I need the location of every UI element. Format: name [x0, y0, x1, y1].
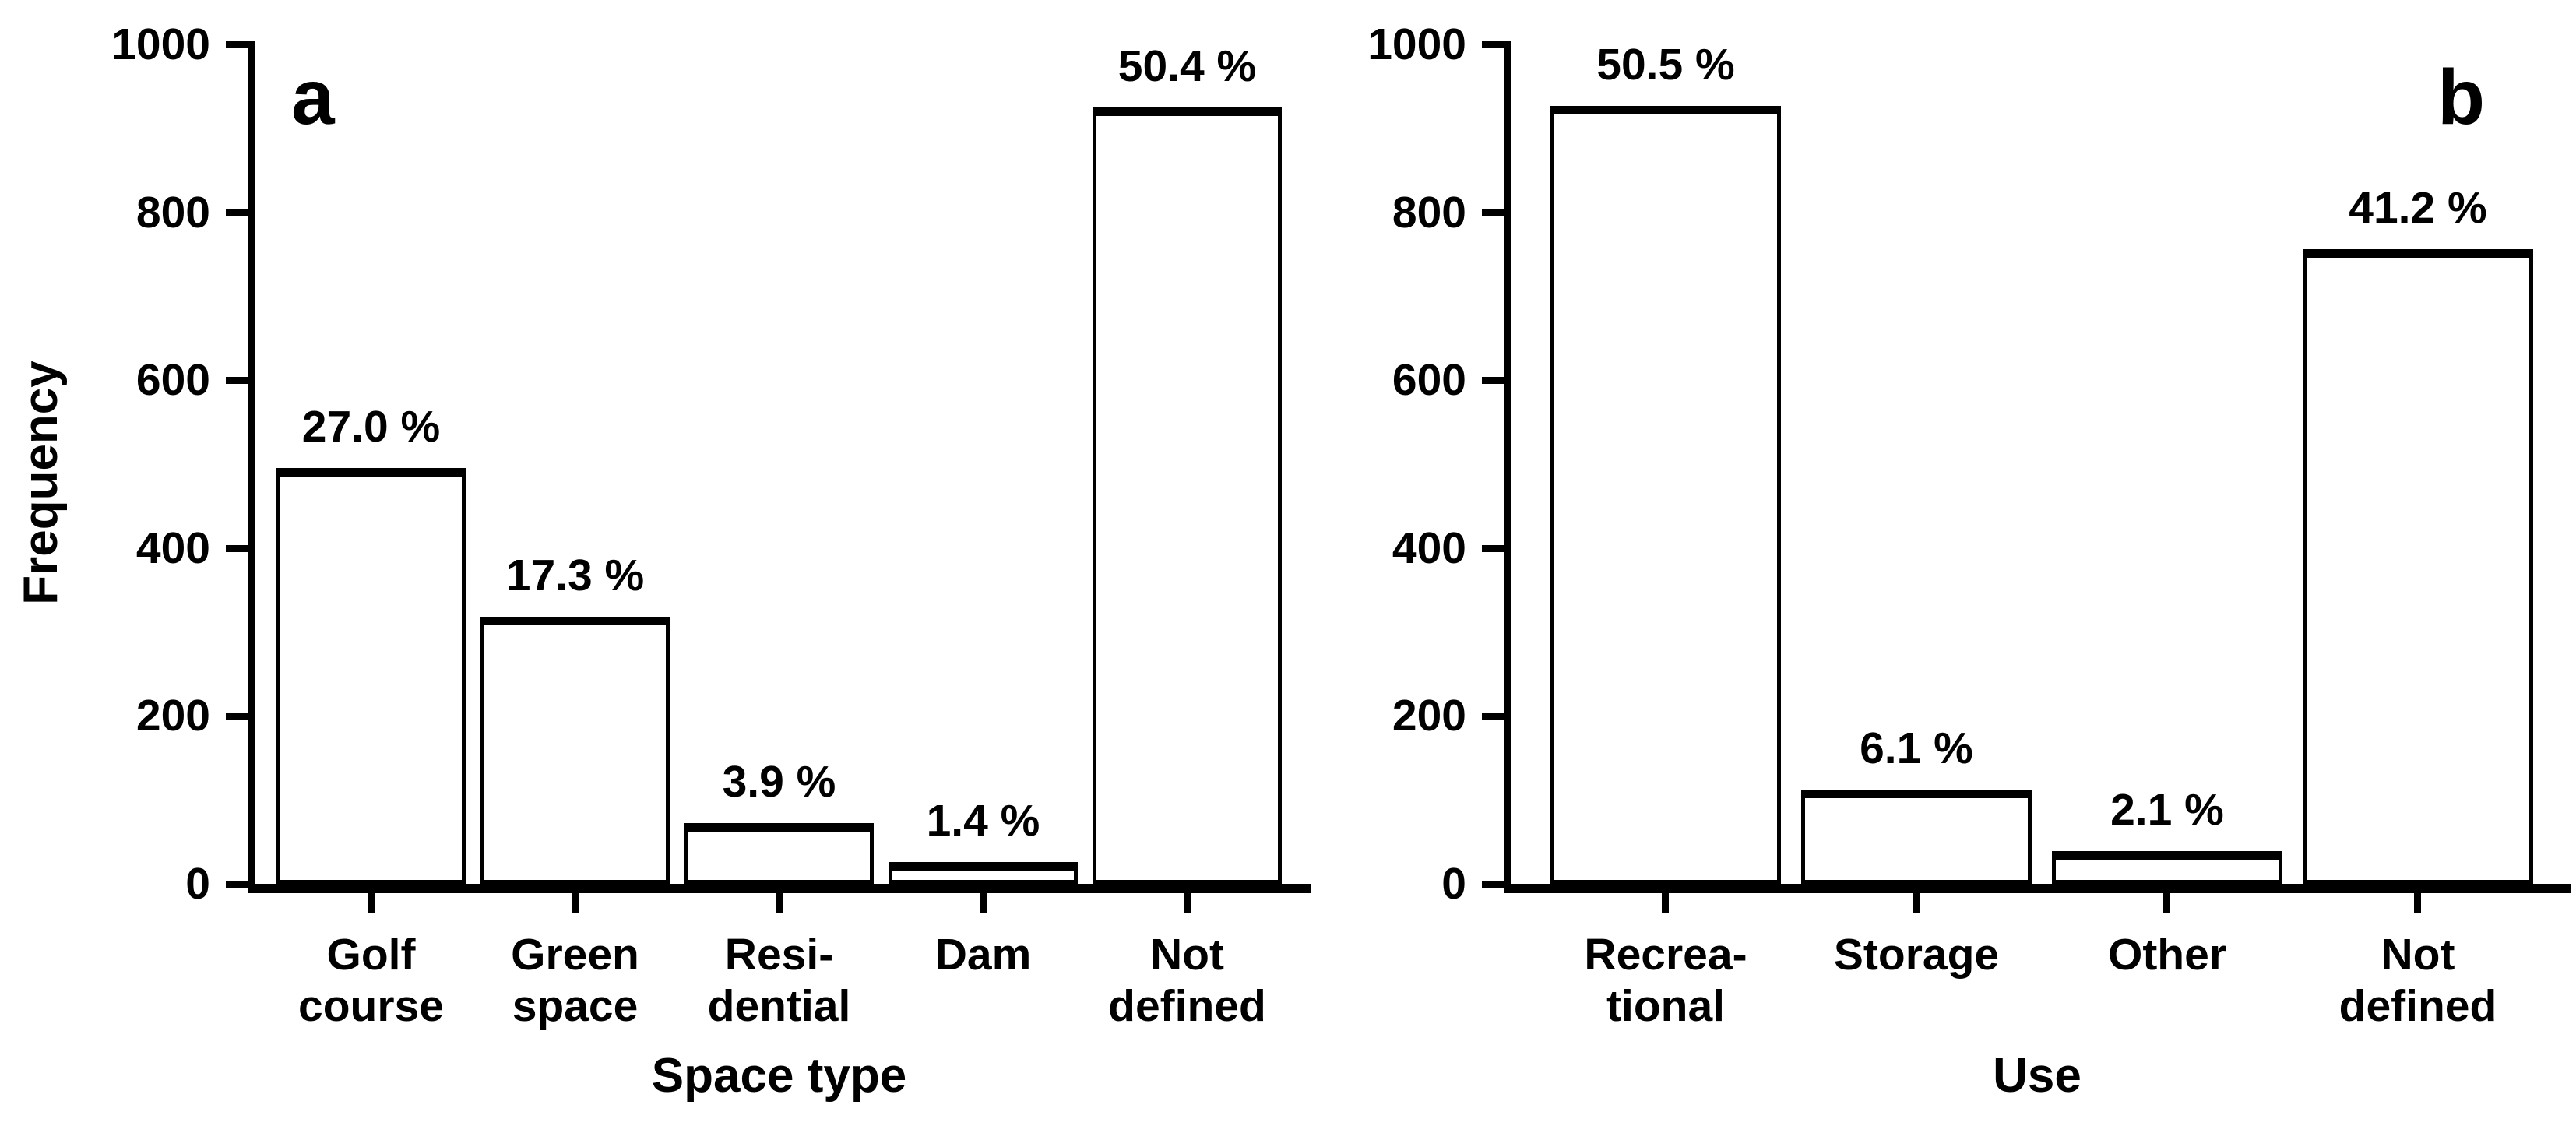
- y-tick: [226, 377, 248, 385]
- bar-value-label: 3.9 %: [722, 757, 836, 807]
- bar-value-label: 50.4 %: [1117, 41, 1257, 91]
- bar-value-label: 6.1 %: [1860, 723, 1973, 773]
- y-tick-label: 0: [185, 859, 210, 909]
- category-label: Not defined: [2338, 930, 2497, 1031]
- bar: [1093, 107, 1282, 884]
- y-tick-label: 1000: [1367, 19, 1466, 69]
- y-tick: [226, 544, 248, 552]
- x-tick: [775, 893, 783, 913]
- y-tick: [1482, 377, 1504, 385]
- y-axis-line: [248, 41, 255, 893]
- y-tick: [226, 881, 248, 888]
- x-tick: [2163, 893, 2170, 913]
- y-tick: [1482, 544, 1504, 552]
- y-tick-label: 0: [1441, 859, 1466, 909]
- bar-value-label: 17.3 %: [505, 551, 645, 600]
- category-label: Recrea- tional: [1584, 930, 1747, 1031]
- y-tick-label: 800: [1392, 187, 1466, 238]
- bar: [684, 823, 874, 884]
- y-tick-label: 600: [135, 355, 210, 406]
- y-tick: [1482, 41, 1504, 48]
- bar-value-label: 41.2 %: [2349, 183, 2487, 233]
- category-label: Storage: [1833, 930, 2000, 980]
- y-tick-label: 800: [135, 187, 210, 238]
- x-tick: [367, 893, 375, 913]
- x-axis-title: Use: [1993, 1049, 2082, 1103]
- category-label: Dam: [934, 930, 1032, 980]
- bar-value-label: 50.5 %: [1596, 40, 1735, 90]
- bar: [2303, 249, 2533, 884]
- panel-label: b: [2437, 54, 2486, 141]
- y-tick-label: 400: [135, 523, 210, 573]
- y-tick: [226, 209, 248, 216]
- panel-label: a: [291, 54, 335, 141]
- y-tick: [1482, 209, 1504, 216]
- y-tick-label: 200: [135, 691, 210, 741]
- x-tick: [979, 893, 987, 913]
- bar: [889, 862, 1078, 884]
- y-tick: [226, 41, 248, 48]
- bar: [276, 468, 466, 884]
- y-tick: [226, 713, 248, 720]
- bar: [1550, 106, 1781, 884]
- category-label: Green space: [511, 930, 639, 1031]
- bar: [2052, 851, 2282, 884]
- x-tick: [1183, 893, 1191, 913]
- bar: [480, 617, 670, 884]
- bar: [1801, 790, 2032, 884]
- category-label: Resi- dential: [707, 930, 851, 1031]
- category-label: Not defined: [1108, 930, 1266, 1031]
- x-tick: [1662, 893, 1669, 913]
- x-axis-line: [1504, 884, 2571, 893]
- x-axis-title: Space type: [651, 1049, 907, 1103]
- bar-value-label: 2.1 %: [2110, 785, 2224, 835]
- y-axis-title: Frequency: [14, 361, 68, 605]
- y-tick: [1482, 713, 1504, 720]
- y-tick-label: 400: [1392, 523, 1466, 573]
- y-tick-label: 200: [1392, 691, 1466, 741]
- category-label: Golf course: [298, 930, 444, 1031]
- y-tick-label: 1000: [111, 19, 210, 69]
- x-tick: [2414, 893, 2421, 913]
- category-label: Other: [2107, 930, 2227, 980]
- y-tick-label: 600: [1392, 355, 1466, 406]
- y-tick: [1482, 881, 1504, 888]
- x-tick: [1913, 893, 1920, 913]
- bar-value-label: 27.0 %: [301, 402, 441, 452]
- bar-value-label: 1.4 %: [926, 796, 1040, 846]
- x-tick: [571, 893, 579, 913]
- y-axis-line: [1504, 41, 1511, 893]
- x-axis-line: [248, 884, 1311, 893]
